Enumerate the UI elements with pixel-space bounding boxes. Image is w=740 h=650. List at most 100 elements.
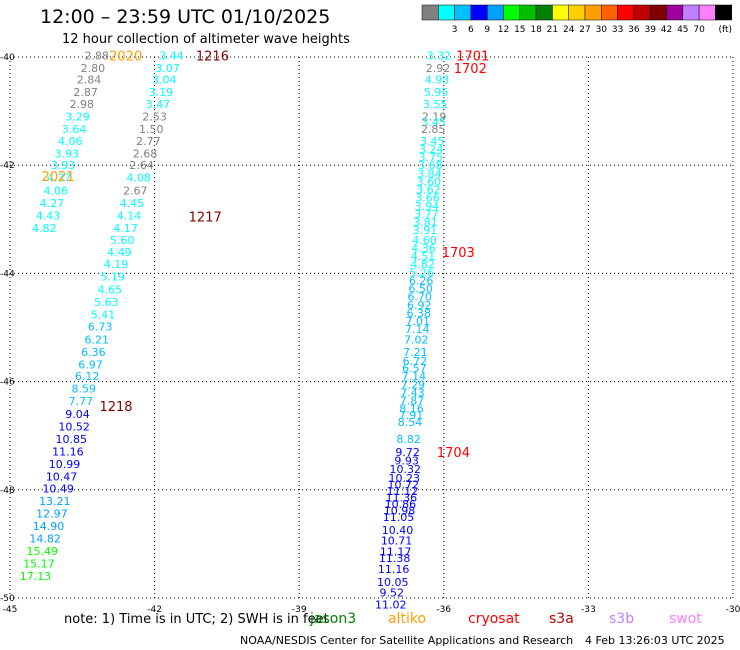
color-scale-boxes [421, 4, 732, 21]
wave-height-point: 11.17 [380, 545, 412, 558]
wave-height-point: 4.82 [32, 222, 57, 235]
wave-height-point: 3.32 [427, 49, 452, 62]
longitude-tick-label: -45 [3, 605, 18, 615]
wave-height-point: 2.67 [123, 185, 148, 198]
wave-height-point: 11.16 [378, 563, 410, 576]
color-swatch [584, 4, 602, 21]
wave-height-point: 7.29 [401, 378, 426, 391]
wave-height-point: 8.59 [71, 383, 96, 396]
color-scale-legend: 3 6 9 12 15 18 21 24 27 30 33 36 39 42 45 70 (ft) [421, 4, 732, 35]
pass-label: 1704 [437, 446, 470, 461]
longitude-tick-label: -39 [292, 605, 307, 615]
wave-height-point: 6.97 [78, 358, 103, 371]
wave-height-point: 3.07 [155, 62, 180, 75]
footnote: note: 1) Time is in UTC; 2) SWH is in fe… [64, 612, 329, 627]
wave-height-point: 15.49 [27, 545, 59, 558]
wave-height-point: 2.53 [142, 111, 167, 124]
color-swatch [519, 4, 537, 21]
wave-height-point: 2.98 [70, 98, 95, 111]
map-grid [9, 56, 734, 599]
pass-label: 1702 [454, 62, 487, 77]
wave-height-point: 3.45 [420, 135, 445, 148]
wave-height-point: 5.26 [409, 266, 434, 279]
pass-label: 1701 [456, 49, 489, 64]
wave-height-point: 7.91 [399, 409, 424, 422]
color-scale-label: 6 [468, 25, 474, 35]
wave-height-point: 3.75 [419, 151, 444, 164]
pass-label: 1216 [196, 49, 229, 64]
color-swatch [698, 4, 716, 21]
wave-height-point: 4.14 [117, 210, 142, 223]
wave-height-point: 10.47 [46, 470, 78, 483]
wave-height-point: 3.91 [413, 224, 438, 237]
wave-height-point: 6.26 [409, 274, 434, 287]
wave-height-point: 2.80 [81, 62, 106, 75]
wave-height-values: 2.882.802.842.872.983.293.644.063.933.93… [20, 49, 451, 611]
wave-height-point: 3.60 [417, 175, 442, 188]
wave-height-point: 3.04 [152, 74, 177, 87]
wave-height-point: 4.27 [40, 197, 65, 210]
color-scale-label: 39 [644, 25, 656, 35]
color-scale-labels: 3 6 9 12 15 18 21 24 27 30 33 36 39 42 45 70 (ft) [452, 25, 732, 35]
wave-height-point: 10.98 [384, 504, 416, 517]
wave-height-point: 4.49 [107, 246, 132, 259]
wave-height-point: 6.92 [407, 299, 432, 312]
color-scale-label: 30 [596, 25, 608, 35]
wave-height-point: 3.44 [159, 49, 184, 62]
wave-height-point: 6.12 [75, 370, 100, 383]
color-swatch [470, 4, 488, 21]
wave-height-point: 13.21 [39, 495, 71, 508]
wave-height-point: 2.88 [85, 49, 110, 62]
wave-height-point: 9.04 [65, 408, 90, 421]
wave-height-point: 6.70 [407, 291, 432, 304]
wave-height-point: 12.97 [36, 508, 68, 521]
generated-timestamp: 4 Feb 13:26:03 UTC 2025 [585, 634, 725, 647]
wave-height-point: 4.36 [411, 242, 436, 255]
wave-height-point: 3.55 [423, 98, 448, 111]
wave-height-point: 4.37 [47, 172, 72, 185]
color-scale-label: 15 [514, 25, 525, 35]
satellite-s3b: s3b [609, 611, 635, 627]
color-swatch [568, 4, 586, 21]
satellite-jason3: jason3 [310, 611, 357, 627]
wave-height-point: 9.93 [394, 455, 419, 468]
wave-height-point: 4.51 [411, 250, 436, 263]
wave-height-point: 10.52 [58, 421, 90, 434]
wave-height-point: 4.06 [58, 135, 83, 148]
wave-height-point: 11.36 [386, 491, 418, 504]
color-scale-unit: (ft) [718, 25, 732, 35]
color-scale-label: 36 [628, 25, 640, 35]
color-swatch [535, 4, 553, 21]
color-swatch [682, 4, 700, 21]
wave-height-point: 2.19 [422, 111, 447, 124]
wave-height-point: 6.36 [81, 346, 106, 359]
color-swatch [438, 4, 455, 21]
wave-height-point: 5.95 [424, 86, 449, 99]
credit-line: NOAA/NESDIS Center for Satellite Applica… [240, 634, 574, 647]
color-swatch [633, 4, 651, 21]
latitude-tick-label: -46 [0, 378, 15, 388]
wave-height-point: 7.77 [69, 395, 94, 408]
wave-height-point: 9.72 [395, 446, 420, 459]
wave-height-point: 1.50 [139, 123, 164, 136]
wave-height-point: 10.99 [49, 458, 81, 471]
wave-height-point: 3.45 [421, 116, 446, 129]
wave-height-point: 8.16 [399, 403, 424, 416]
wave-height-point: 10.40 [382, 524, 414, 537]
pass-label: 2020 [109, 49, 142, 64]
color-scale-label: 24 [563, 25, 575, 35]
wave-height-point: 11.05 [383, 511, 415, 524]
wave-height-point: 2.92 [426, 62, 451, 75]
wave-height-point: 3.47 [146, 98, 171, 111]
wave-height-point: 3.62 [416, 184, 441, 197]
wave-height-point: 10.49 [42, 483, 74, 496]
color-scale-label: 21 [547, 25, 558, 35]
wave-height-point: 5.19 [100, 271, 125, 284]
wave-height-point: 7.02 [404, 333, 429, 346]
wave-height-point: 4.08 [126, 172, 151, 185]
wave-height-point: 7.87 [400, 395, 425, 408]
satellite-legend: jason3 altiko cryosat s3a s3b swot [0, 611, 740, 631]
color-scale-label: 9 [484, 25, 490, 35]
color-scale-label: 45 [677, 25, 688, 35]
